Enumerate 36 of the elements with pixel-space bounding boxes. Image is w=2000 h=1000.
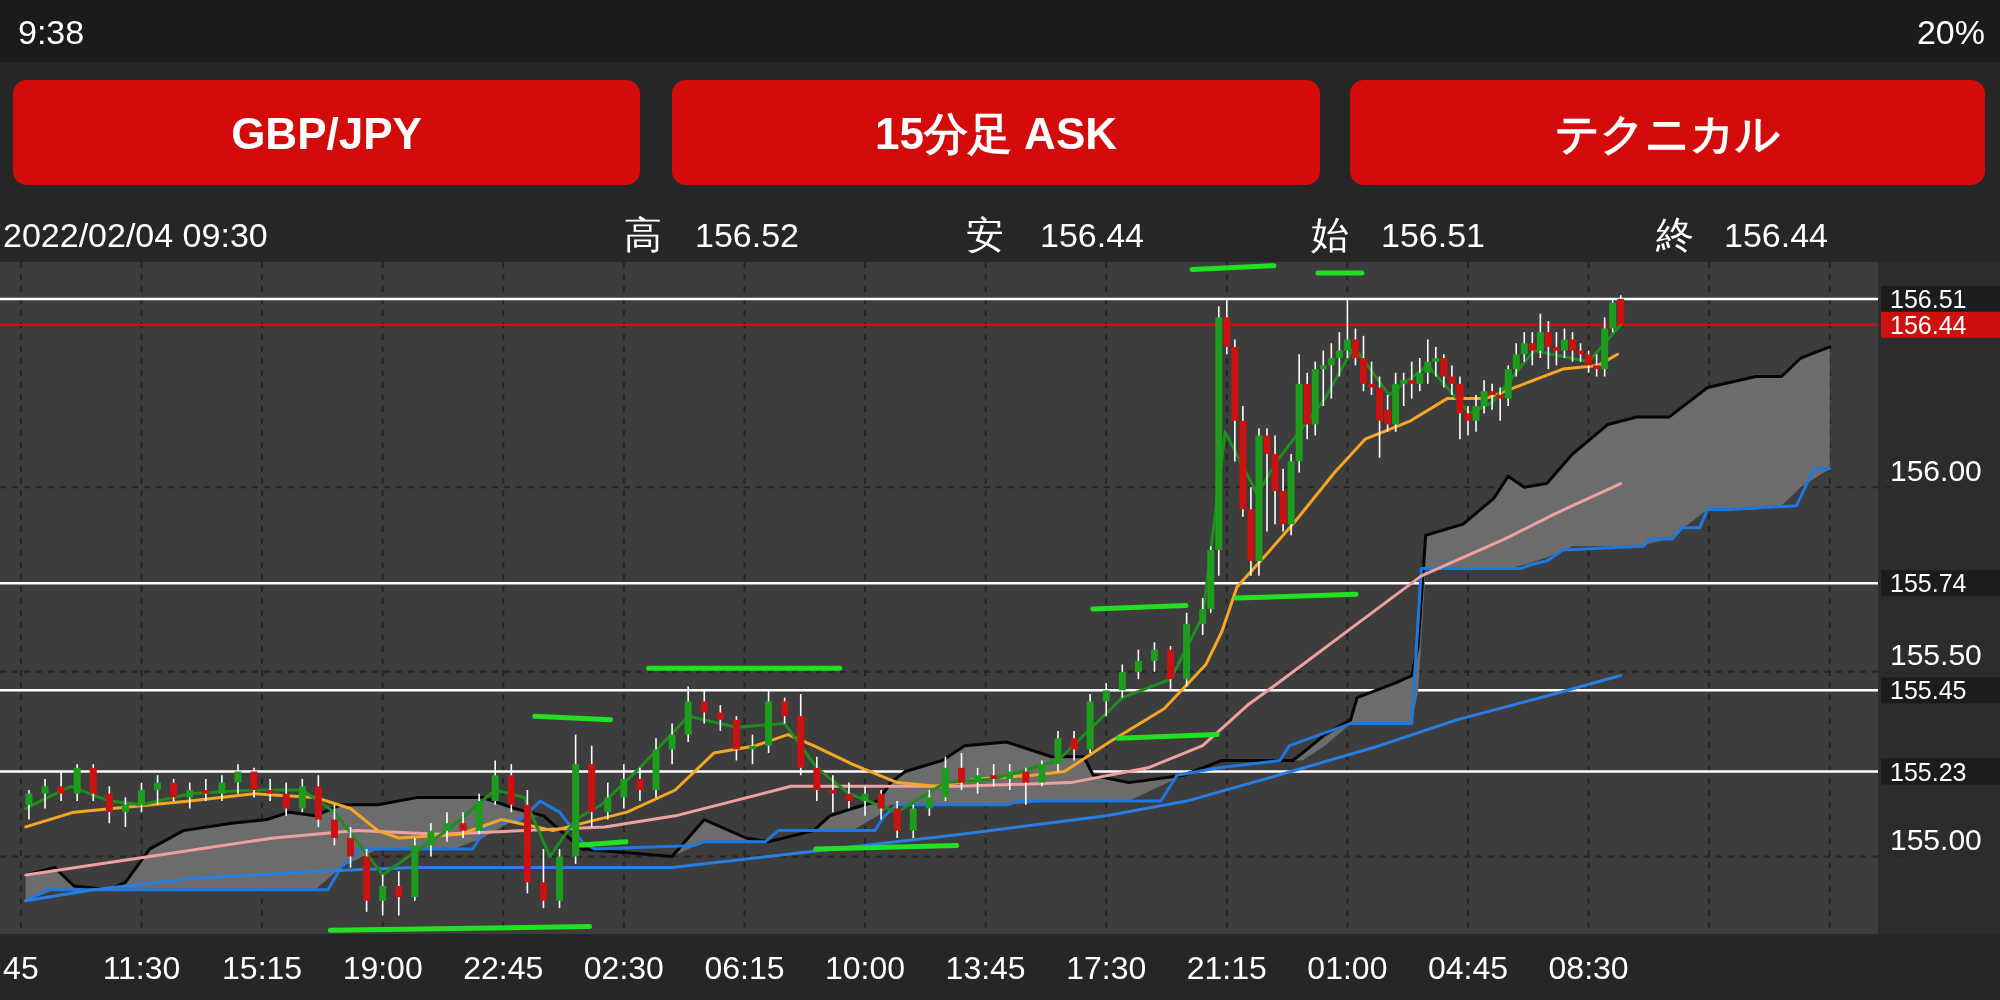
x-tick-label: 06:15 (704, 950, 785, 986)
x-tick-label: 17:30 (1066, 950, 1147, 986)
x-tick-label: 10:00 (825, 950, 906, 986)
x-tick-label: 22:45 (463, 950, 544, 986)
chart-subtitle: 15分足 ASK (874, 108, 1118, 158)
text: 終 (1655, 214, 1694, 256)
text: テクニカル (1554, 108, 1780, 158)
ref-line-label: 155.74 (1890, 569, 1967, 598)
x-tick-label: 19:00 (342, 950, 423, 986)
text: 始 (1311, 214, 1349, 256)
chart-title: GBP/JPY (231, 108, 422, 158)
ref-line-label: 156.51 (1890, 284, 1967, 313)
x-tick-label: 02:30 (583, 950, 664, 986)
x-tick-label: 08:30 (1548, 950, 1629, 986)
x-tick-label: 13:45 (945, 950, 1026, 986)
text: 高 (624, 214, 662, 256)
text: 156.44 (1724, 216, 1828, 254)
x-tick-label: 15:15 (222, 950, 303, 986)
x-tick-label: 21:15 (1186, 950, 1267, 986)
ref-line-label: 155.45 (1890, 676, 1967, 705)
text: 20% (1916, 13, 1985, 51)
x-tick-label: 01:00 (1307, 950, 1388, 986)
text: 9:38 (18, 13, 85, 51)
text: 156.52 (695, 216, 799, 254)
x-tick-label: 45 (3, 950, 39, 986)
y-tick-label: 156.00 (1890, 453, 1982, 487)
text: 2022/02/04 09:30 (3, 216, 268, 254)
x-tick-label: 04:45 (1427, 950, 1509, 986)
ref-line-label: 155.23 (1890, 757, 1967, 786)
text: 安 (966, 214, 1004, 256)
text: 156.44 (1040, 216, 1144, 254)
y-tick-label: 155.00 (1890, 822, 1982, 856)
x-tick-label: 11:30 (102, 950, 181, 986)
ref-line-label: 156.44 (1890, 310, 1967, 339)
y-tick-label: 155.50 (1890, 638, 1982, 672)
text: 156.51 (1381, 216, 1485, 254)
